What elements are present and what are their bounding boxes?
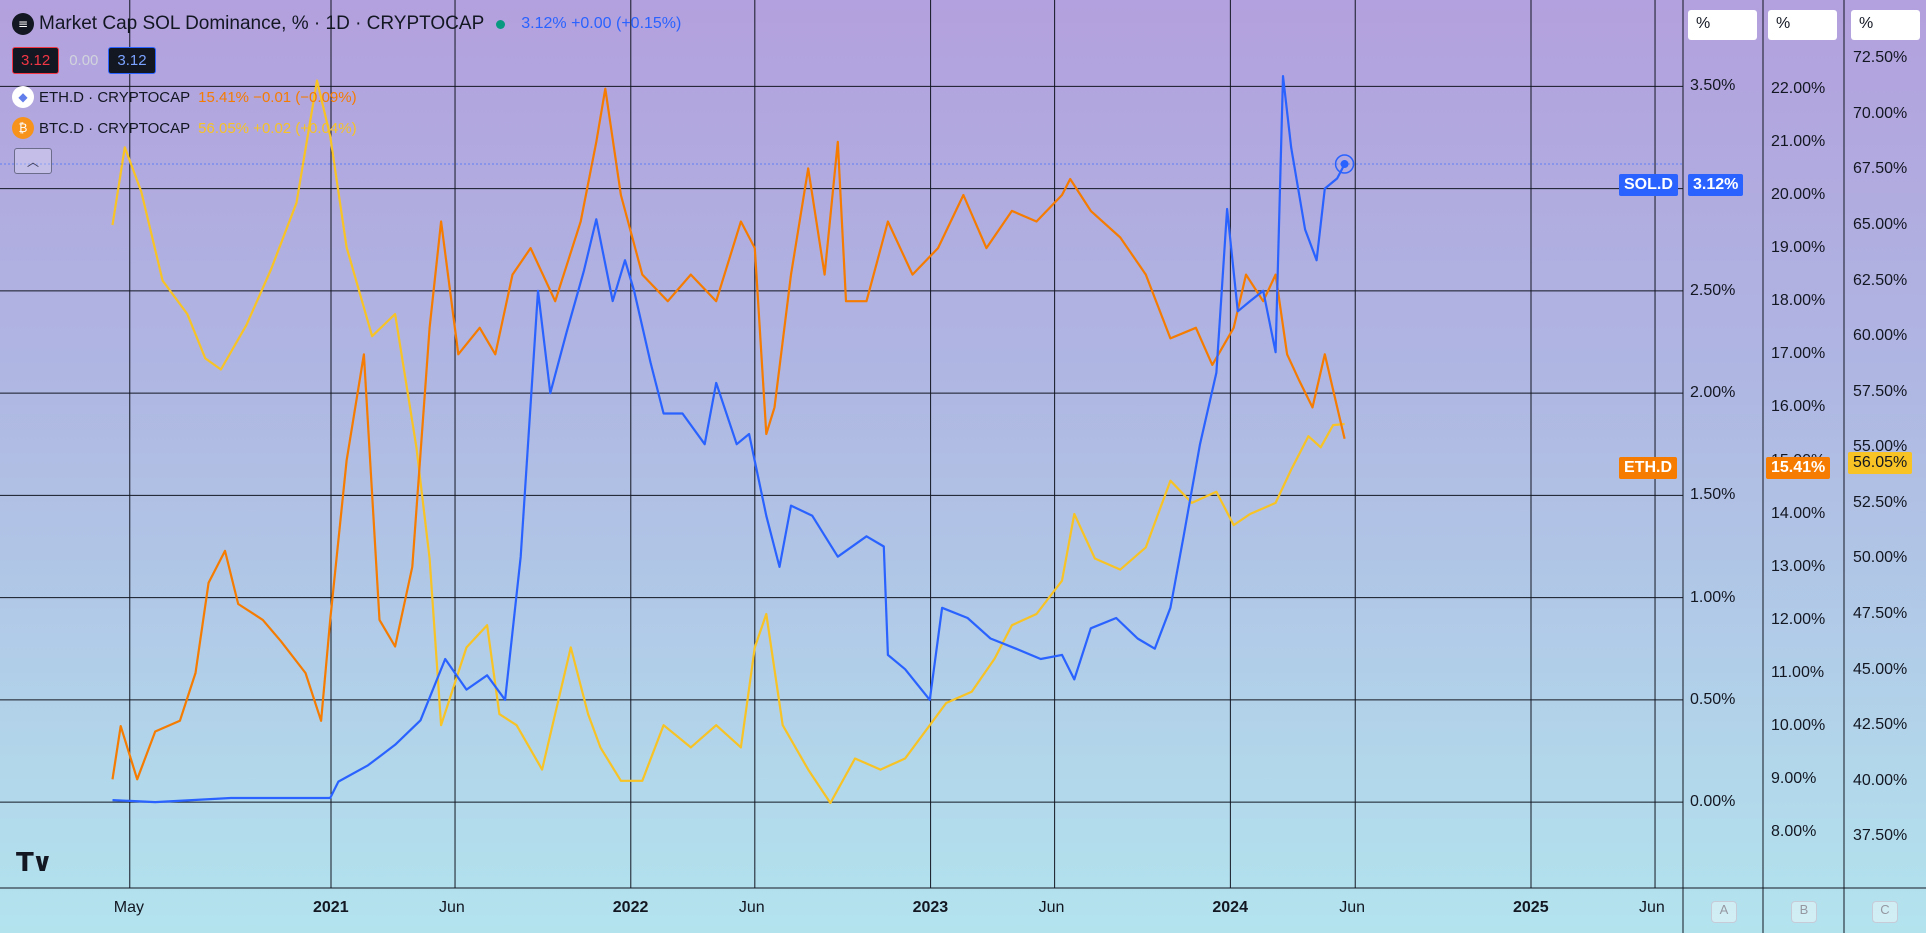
- scale-c-button[interactable]: C: [1872, 901, 1898, 923]
- scale-a-tick-label: 0.00%: [1690, 793, 1736, 811]
- scale-c-tick-label: 67.50%: [1853, 160, 1908, 178]
- scale-c-tick-label: 57.50%: [1853, 382, 1908, 400]
- scale-b-tick-label: 8.00%: [1771, 823, 1817, 841]
- scale-b-tick-label: 21.00%: [1771, 132, 1826, 150]
- buy-button[interactable]: 3.12: [108, 47, 156, 74]
- scale-b-tick-label: 17.00%: [1771, 345, 1826, 363]
- time-axis-tick-label: 2021: [313, 899, 349, 916]
- btc-series-value: 56.05% +0.02 (+0.04%): [198, 119, 357, 137]
- scale-a-tick-label: 3.50%: [1690, 77, 1736, 95]
- scale-c-tick-label: 70.00%: [1853, 104, 1908, 122]
- bitcoin-logo-icon: ₿: [12, 117, 34, 139]
- legend-eth-row[interactable]: ◆ ETH.D · CRYPTOCAP 15.41% −0.01 (−0.09%…: [12, 86, 357, 108]
- market-status-dot: [496, 19, 506, 29]
- sol-last-point: [1340, 160, 1349, 169]
- eth-series-value: 15.41% −0.01 (−0.09%): [198, 88, 357, 106]
- scale-b-tick-label: 13.00%: [1771, 557, 1826, 575]
- time-axis-tick-label: 2022: [612, 899, 649, 916]
- scale-b-unit: %: [1776, 15, 1791, 32]
- scale-b-tick-label: 9.00%: [1771, 770, 1817, 788]
- scale-b-tick-label: 11.00%: [1771, 664, 1825, 682]
- main-series-value: 3.12% +0.00 (+0.15%): [521, 15, 682, 32]
- scale-b-unit-box[interactable]: %: [1768, 10, 1837, 40]
- btc-d-series-line[interactable]: [111, 79, 1345, 805]
- scale-c-tick-label: 40.00%: [1853, 771, 1908, 789]
- tradingview-logo-icon[interactable]: T∨: [16, 848, 53, 878]
- scale-c-tick-label: 62.50%: [1853, 271, 1908, 289]
- scale-b-tick-label: 18.00%: [1771, 292, 1826, 310]
- sell-button[interactable]: 3.12: [12, 47, 60, 74]
- scale-b-tick-label: 12.00%: [1771, 610, 1826, 628]
- sol-price-label: 3.12%: [1688, 174, 1744, 196]
- scale-c-tick-label: 52.50%: [1853, 493, 1908, 511]
- scale-a-button[interactable]: A: [1711, 901, 1737, 923]
- scale-a-tick-label: 2.50%: [1690, 281, 1736, 299]
- sol-name-label: SOL.D: [1619, 174, 1678, 196]
- scale-b-tick-label: 14.00%: [1771, 504, 1826, 522]
- scale-c-tick-label: 45.00%: [1853, 660, 1908, 678]
- time-axis-tick-label: 2024: [1212, 899, 1248, 916]
- ethereum-logo-icon: ◆: [12, 86, 34, 108]
- sol-d-series-line[interactable]: [112, 75, 1346, 804]
- horizontal-gridlines: [0, 85, 1683, 803]
- solana-logo-icon: ≡: [12, 13, 34, 35]
- scale-b-tick-label: 20.00%: [1771, 185, 1826, 203]
- chevron-up-icon: ︿: [26, 154, 39, 169]
- eth-name-label: ETH.D: [1619, 457, 1677, 479]
- time-axis-tick-label: Jun: [1038, 899, 1065, 916]
- scale-c-tick-label: 55.00%: [1853, 438, 1908, 456]
- scale-c-tick-label: 37.50%: [1853, 827, 1908, 845]
- eth-series-title: ETH.D · CRYPTOCAP: [39, 88, 191, 106]
- time-axis-tick-label: May: [113, 899, 144, 916]
- spread-value: 0.00: [69, 52, 99, 69]
- scale-c-tick-label: 47.50%: [1853, 605, 1908, 623]
- vertical-gridlines: [129, 0, 1656, 888]
- scale-c-unit: %: [1859, 15, 1874, 32]
- legend-main-row[interactable]: ≡ Market Cap SOL Dominance, % · 1D · CRY…: [12, 13, 681, 35]
- legend-btc-row[interactable]: ₿ BTC.D · CRYPTOCAP 56.05% +0.02 (+0.04%…: [12, 117, 357, 139]
- scale-c-tick-label: 65.00%: [1853, 216, 1908, 234]
- main-series-title: Market Cap SOL Dominance, % · 1D · CRYPT…: [39, 13, 485, 34]
- scale-a-tick-label: 1.00%: [1690, 588, 1736, 606]
- time-axis-tick-label: Jun: [738, 899, 765, 916]
- scale-a-unit-box[interactable]: %: [1688, 10, 1757, 40]
- scale-c-tick-label: 42.50%: [1853, 716, 1908, 734]
- eth-price-label: 15.41%: [1766, 457, 1831, 479]
- time-axis-tick-label: Jun: [1339, 899, 1366, 916]
- scale-b-tick-label: 10.00%: [1771, 717, 1826, 735]
- scale-c-tick-label: 50.00%: [1853, 549, 1908, 567]
- legend-collapse-button[interactable]: ︿: [14, 148, 52, 174]
- scale-c-unit-box[interactable]: %: [1851, 10, 1920, 40]
- scale-a-tick-label: 2.00%: [1690, 384, 1736, 402]
- sol-last-point-ring: [1334, 154, 1355, 174]
- btc-series-title: BTC.D · CRYPTOCAP: [39, 119, 191, 137]
- scale-a-tick-label: 0.50%: [1690, 690, 1736, 708]
- series-lines: [111, 75, 1346, 805]
- time-axis-tick-label: 2025: [1513, 899, 1549, 916]
- btc-price-label: 56.05%: [1848, 452, 1913, 474]
- eth-d-series-line[interactable]: [111, 87, 1346, 781]
- scale-b-tick-label: 16.00%: [1771, 398, 1826, 416]
- scale-a-unit: %: [1696, 15, 1711, 32]
- scale-b-tick-label: 22.00%: [1771, 79, 1826, 97]
- trade-buttons-row: 3.12 0.00 3.12: [12, 47, 164, 74]
- time-axis-tick-label: 2023: [912, 899, 949, 916]
- time-axis-tick-label: Jun: [1639, 899, 1665, 916]
- scale-c-tick-label: 60.00%: [1853, 327, 1908, 345]
- time-axis-tick-label: Jun: [439, 899, 465, 916]
- scale-a-tick-label: 1.50%: [1690, 486, 1736, 504]
- scale-b-tick-label: 19.00%: [1771, 239, 1826, 257]
- scale-b-button[interactable]: B: [1791, 901, 1817, 923]
- scale-c-tick-label: 72.50%: [1853, 49, 1908, 67]
